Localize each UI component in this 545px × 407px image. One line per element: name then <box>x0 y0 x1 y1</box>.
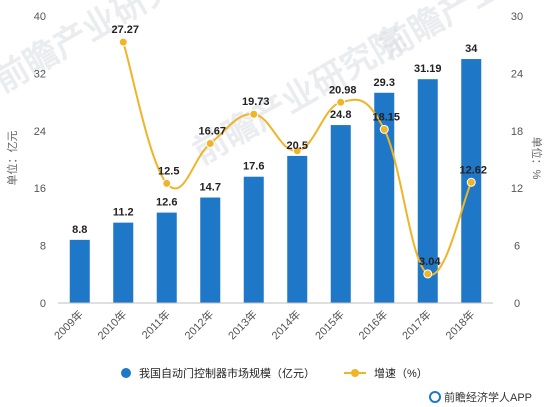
legend: 我国自动门控制器市场规模（亿元） 增速（%） <box>121 366 428 380</box>
bar-series <box>69 59 482 304</box>
right-axis-title: 单位：% <box>530 137 544 180</box>
left-axis-title: 单位：亿元 <box>5 131 19 186</box>
bar-labels: 8.8 11.2 12.6 14.7 17.6 20.5 24.8 29.3 31.19 34 <box>72 43 478 236</box>
growth-value-label: 16.67 <box>198 126 226 138</box>
growth-value-label: 19.73 <box>242 96 270 108</box>
left-tick-label: 0 <box>40 298 46 310</box>
bar-value-label: 17.6 <box>243 161 264 173</box>
bar-value-label: 29.3 <box>374 77 395 89</box>
bar-value-label: 11.2 <box>113 207 134 219</box>
left-y-axis: 0 8 16 24 32 40 <box>34 11 46 310</box>
bar <box>113 222 134 303</box>
bar <box>417 79 438 303</box>
right-tick-label: 6 <box>514 241 520 253</box>
bar-value-label: 12.6 <box>156 197 177 209</box>
qianzhan-logo-icon <box>429 391 441 403</box>
growth-point <box>336 97 346 107</box>
line-labels: 27.27 12.5 16.67 19.73 20.98 18.15 3.04 12.62 <box>111 24 487 268</box>
legend-bar-label: 我国自动门控制器市场规模（亿元） <box>139 366 315 380</box>
left-tick-label: 8 <box>40 241 46 253</box>
growth-value-label: 27.27 <box>111 24 139 36</box>
bar-value-label: 34 <box>465 43 478 55</box>
left-tick-label: 32 <box>34 68 46 80</box>
bar <box>156 212 177 303</box>
growth-point <box>292 146 302 156</box>
x-tick-label: 2016年 <box>355 307 390 342</box>
x-tick-label: 2018年 <box>442 307 477 342</box>
right-tick-label: 0 <box>514 298 520 310</box>
bar-value-label: 24.8 <box>330 109 351 121</box>
right-tick-label: 30 <box>511 11 523 23</box>
growth-point <box>423 269 433 279</box>
bar <box>69 239 90 303</box>
growth-point <box>379 124 389 134</box>
right-tick-label: 12 <box>511 183 523 195</box>
growth-value-label: 12.5 <box>158 165 179 177</box>
growth-value-label: 18.15 <box>372 111 400 123</box>
line-series <box>118 37 476 279</box>
x-tick-label: 2014年 <box>268 307 303 342</box>
growth-point <box>118 37 128 47</box>
bar <box>243 176 264 303</box>
x-tick-label: 2011年 <box>138 307 172 341</box>
bar-value-label: 8.8 <box>72 224 87 236</box>
left-tick-label: 16 <box>34 183 46 195</box>
footer: 前瞻经济学人APP <box>429 390 532 404</box>
bar <box>330 125 351 303</box>
growth-value-label: 3.04 <box>419 256 441 268</box>
bar <box>374 92 395 304</box>
right-y-axis: 0 6 12 18 24 30 <box>511 11 523 310</box>
bar-value-label: 14.7 <box>200 182 221 194</box>
x-tick-label: 2012年 <box>181 307 216 342</box>
x-tick-label: 2013年 <box>225 307 260 342</box>
right-tick-label: 18 <box>511 126 523 138</box>
growth-value-label: 12.62 <box>459 164 487 176</box>
footer-text: 前瞻经济学人APP <box>444 390 532 404</box>
left-tick-label: 24 <box>34 126 46 138</box>
bar <box>287 155 308 303</box>
x-tick-label: 2017年 <box>399 307 434 342</box>
bar <box>200 197 221 303</box>
legend-line-marker <box>351 369 359 377</box>
growth-point <box>205 139 215 149</box>
bar-value-label: 31.19 <box>414 63 442 75</box>
right-tick-label: 24 <box>511 68 523 80</box>
growth-value-label: 20.98 <box>329 84 357 96</box>
x-axis: 2009年 2010年 2011年 2012年 2013年 2014年 2015年 2016年… <box>51 302 493 342</box>
left-tick-label: 40 <box>34 11 46 23</box>
growth-point <box>162 178 172 188</box>
legend-bar-swatch <box>121 368 131 378</box>
legend-line-label: 增速（%） <box>374 366 428 380</box>
growth-point <box>466 177 476 187</box>
x-tick-label: 2009年 <box>51 307 86 342</box>
watermark-text-left: 前瞻产业研究院 <box>0 0 213 100</box>
x-tick-label: 2010年 <box>94 307 129 342</box>
growth-point <box>249 109 259 119</box>
x-tick-label: 2015年 <box>312 307 347 342</box>
bar-value-label: 20.5 <box>287 140 308 152</box>
